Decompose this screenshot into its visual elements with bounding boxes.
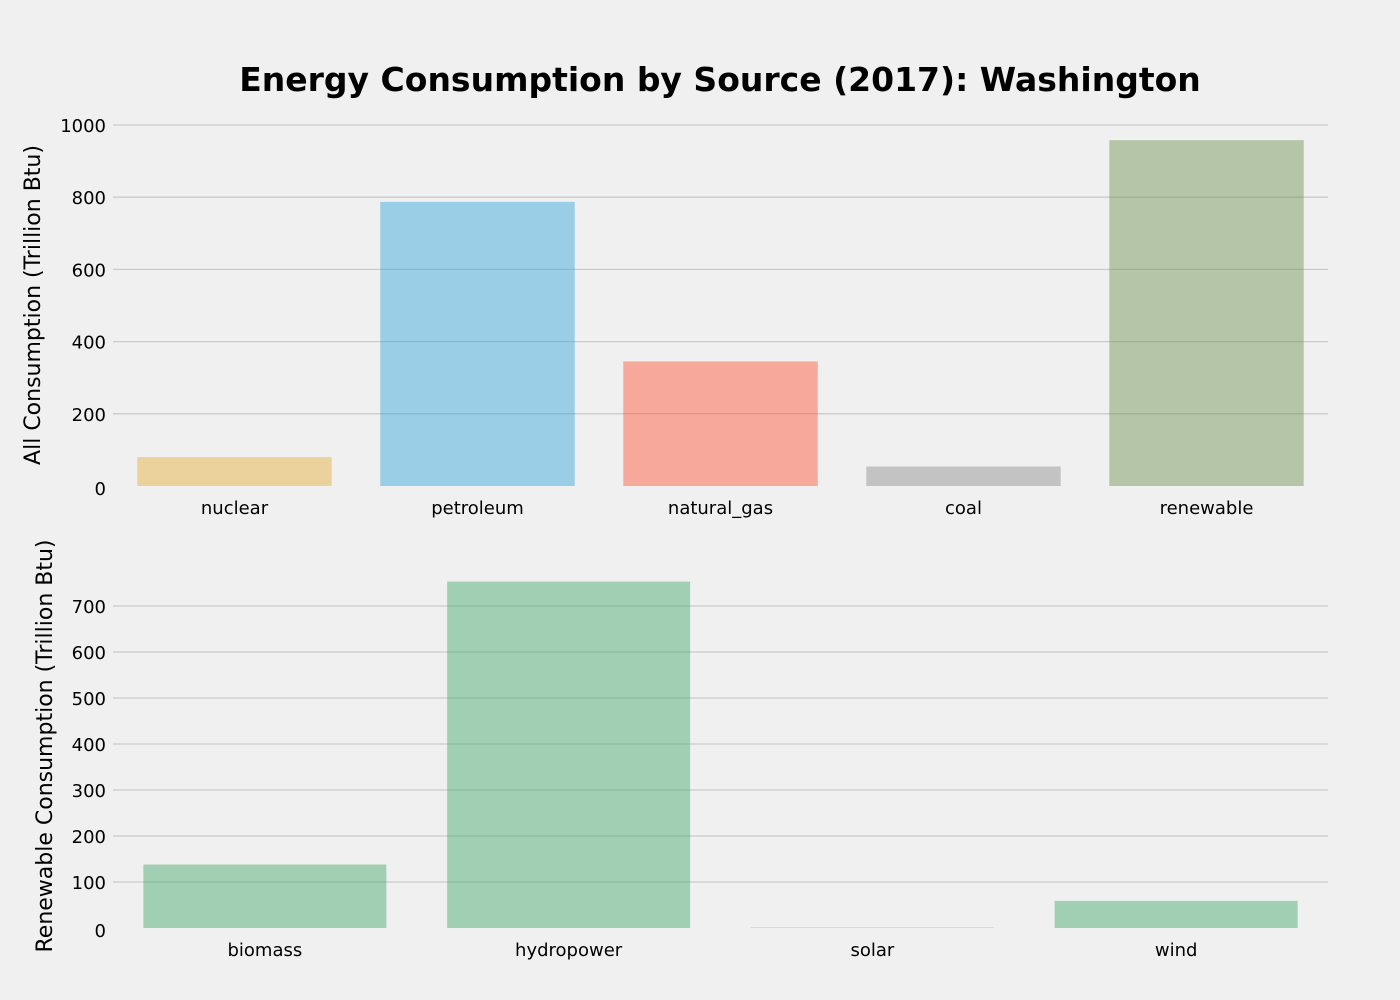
bar-renewable	[1109, 140, 1304, 487]
y-tick-label: 400	[72, 333, 106, 354]
x-tick-label: biomass	[227, 940, 302, 961]
bar-hydropower	[447, 581, 691, 928]
x-tick-label: coal	[945, 498, 982, 519]
y-tick-label: 600	[72, 643, 106, 664]
bar-biomass	[143, 864, 387, 928]
y-tick-label: 500	[72, 689, 106, 710]
panel-1: 0 200 400 600 800 1000 nuclear petroleum natural…	[21, 116, 1328, 519]
y-tick-label: 600	[72, 260, 106, 281]
y-axis-label: All Consumption (Trillion Btu)	[21, 145, 46, 465]
y-tick-label: 1000	[60, 116, 106, 137]
y-tick-label: 0	[95, 921, 106, 942]
x-tick-label: nuclear	[201, 498, 269, 519]
bar-petroleum	[380, 201, 575, 486]
x-tick-label: natural_gas	[668, 498, 773, 519]
bar-wind	[1054, 900, 1298, 928]
bar-coal	[866, 466, 1061, 486]
x-tick-label: hydropower	[515, 940, 623, 961]
y-tick-label: 700	[72, 597, 106, 618]
y-axis-label: Renewable Consumption (Trillion Btu)	[33, 539, 58, 952]
x-tick-label: renewable	[1160, 498, 1254, 519]
bar-nuclear	[137, 457, 332, 486]
y-tick-label: 800	[72, 188, 106, 209]
x-tick-label: wind	[1155, 940, 1198, 961]
y-tick-label: 200	[72, 827, 106, 848]
chart-title: Energy Consumption by Source (2017): Was…	[239, 60, 1201, 99]
x-tick-label: petroleum	[431, 498, 524, 519]
y-tick-label: 200	[72, 405, 106, 426]
x-tick-label: solar	[850, 940, 894, 961]
panel-2: 0 100 200 300 400 500 600 700 biomass hydropower s…	[33, 539, 1328, 961]
y-tick-label: 400	[72, 735, 106, 756]
bar-natural_gas	[623, 361, 818, 486]
y-tick-label: 300	[72, 781, 106, 802]
y-tick-label: 0	[95, 479, 106, 500]
y-tick-label: 100	[72, 873, 106, 894]
